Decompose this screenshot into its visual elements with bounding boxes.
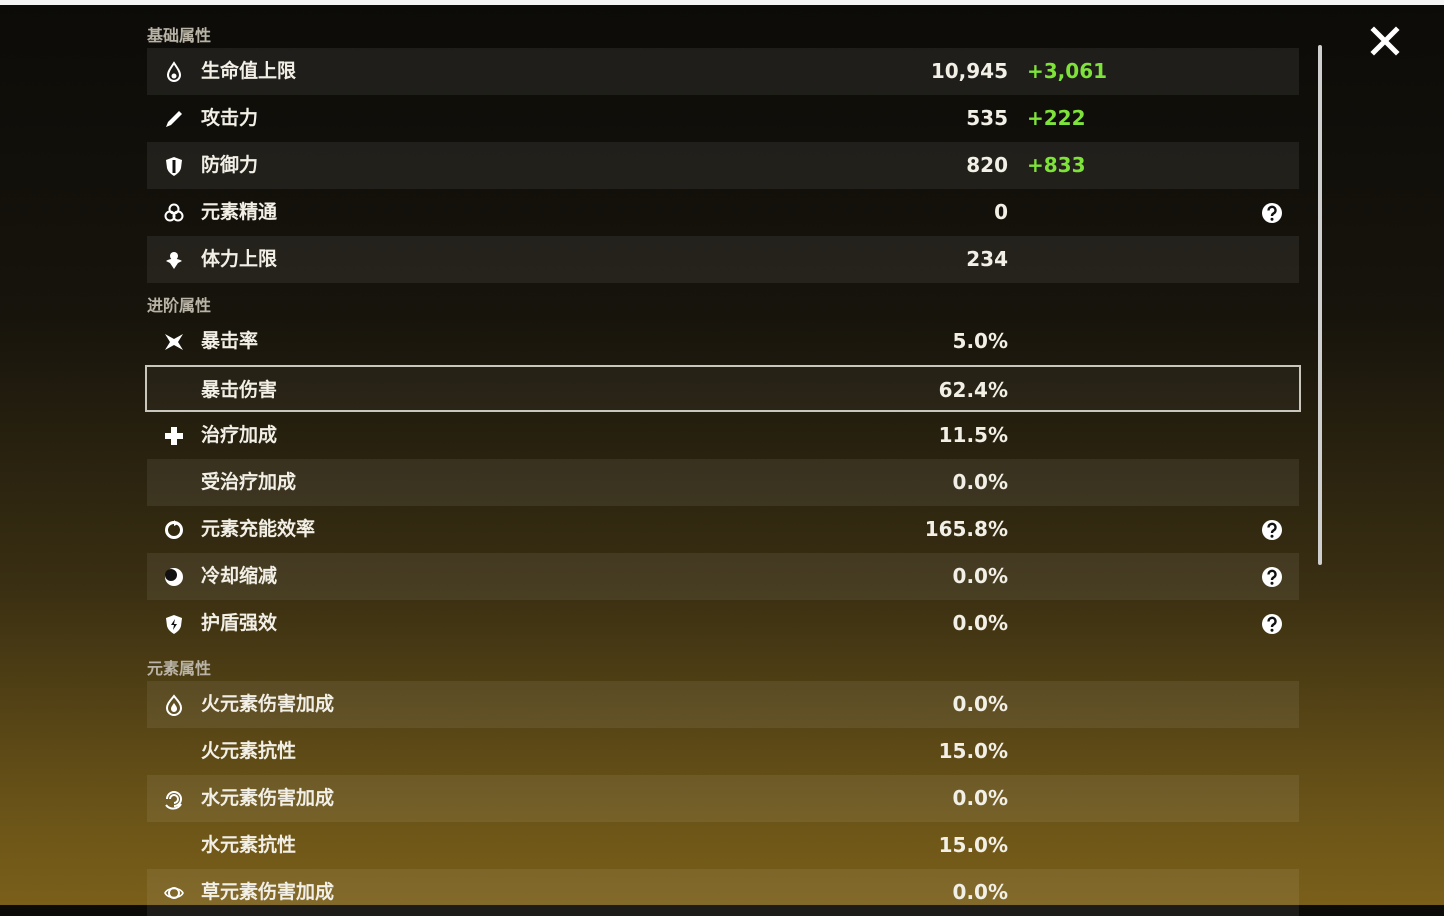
stat-label: 元素充能效率: [201, 518, 316, 540]
stat-icon: [166, 61, 182, 82]
stat-value: 0.0%: [952, 470, 1008, 494]
stat-row[interactable]: 体力上限 234: [147, 236, 1299, 283]
stat-row[interactable]: 暴击伤害 62.4%: [145, 365, 1301, 412]
stat-row[interactable]: 冷却缩减 0.0%: [147, 553, 1299, 600]
stat-icon: [165, 791, 182, 810]
stat-label: 体力上限: [201, 248, 278, 270]
stat-label: 火元素抗性: [201, 740, 297, 762]
help-icon[interactable]: [1261, 566, 1283, 588]
stat-label: 暴击伤害: [201, 379, 278, 401]
stat-row[interactable]: 生命值上限 10,945 +3,061: [147, 48, 1299, 95]
stat-value: 535: [966, 106, 1008, 130]
help-icon[interactable]: [1261, 202, 1283, 224]
scrollbar[interactable]: [1318, 45, 1322, 565]
stat-label: 草元素伤害加成: [201, 881, 335, 903]
stat-label: 护盾强效: [201, 612, 278, 634]
stat-label: 攻击力: [201, 107, 259, 129]
stat-row[interactable]: 火元素抗性 15.0%: [147, 728, 1299, 775]
section-title: 元素属性: [147, 659, 212, 678]
stat-label: 生命值上限: [201, 60, 297, 82]
stat-icon: [164, 887, 184, 899]
stat-row[interactable]: 攻击力 535 +222: [147, 95, 1299, 142]
stat-label: 元素精通: [201, 201, 278, 223]
stat-value: 10,945: [930, 59, 1008, 83]
stat-value: 62.4%: [938, 378, 1008, 402]
stat-row[interactable]: 防御力 820 +833: [147, 142, 1299, 189]
stat-value: 820: [966, 153, 1008, 177]
stat-label: 受治疗加成: [201, 471, 297, 493]
help-icon[interactable]: [1261, 613, 1283, 635]
stat-row[interactable]: 元素精通 0: [147, 189, 1299, 236]
help-icon[interactable]: [1261, 519, 1283, 541]
stat-icon: [165, 568, 183, 586]
stat-label: 治疗加成: [201, 424, 278, 446]
stat-label: 暴击率: [201, 330, 259, 352]
stat-icon: [165, 427, 183, 445]
stat-value: 15.0%: [938, 833, 1008, 857]
stat-bonus: +3,061: [1027, 59, 1108, 83]
stat-icon: [166, 252, 182, 269]
stat-bonus: +222: [1027, 106, 1086, 130]
stat-value: 0.0%: [952, 880, 1008, 904]
stat-icon: [164, 203, 184, 222]
stat-label: 冷却缩减: [201, 565, 278, 587]
stat-icon: [165, 520, 183, 539]
stat-icon: [166, 111, 182, 127]
close-button[interactable]: [1369, 25, 1401, 57]
stat-value: 11.5%: [938, 423, 1008, 447]
stat-label: 火元素伤害加成: [201, 693, 335, 715]
section-title: 基础属性: [147, 26, 212, 45]
stat-icon: [166, 615, 182, 634]
stat-label: 水元素伤害加成: [201, 787, 335, 809]
stat-label: 水元素抗性: [201, 834, 297, 856]
stat-value: 0.0%: [952, 564, 1008, 588]
stat-value: 0.0%: [952, 786, 1008, 810]
stat-row[interactable]: 暴击率 5.0%: [147, 318, 1299, 365]
stat-icon: [165, 694, 183, 716]
stat-row[interactable]: 火元素伤害加成 0.0%: [147, 681, 1299, 728]
stat-value: 0.0%: [952, 692, 1008, 716]
stat-bonus: +833: [1027, 153, 1086, 177]
stat-row[interactable]: 受治疗加成 0.0%: [147, 459, 1299, 506]
stat-label: 防御力: [201, 154, 259, 176]
stat-row[interactable]: 水元素抗性 15.0%: [147, 822, 1299, 869]
stat-row[interactable]: 草元素伤害加成 0.0%: [147, 869, 1299, 916]
stat-value: 165.8%: [924, 517, 1008, 541]
stat-icon: [165, 334, 183, 350]
stat-row[interactable]: 水元素伤害加成 0.0%: [147, 775, 1299, 822]
stat-value: 5.0%: [952, 329, 1008, 353]
stat-icon: [166, 157, 182, 176]
stat-row[interactable]: 元素充能效率 165.8%: [147, 506, 1299, 553]
section-title: 进阶属性: [147, 296, 212, 315]
stat-row[interactable]: 护盾强效 0.0%: [147, 600, 1299, 647]
stat-value: 0: [994, 200, 1008, 224]
stat-value: 15.0%: [938, 739, 1008, 763]
stat-value: 234: [966, 247, 1008, 271]
top-edge: [0, 0, 1444, 5]
stat-value: 0.0%: [952, 611, 1008, 635]
stat-row[interactable]: 治疗加成 11.5%: [147, 412, 1299, 459]
